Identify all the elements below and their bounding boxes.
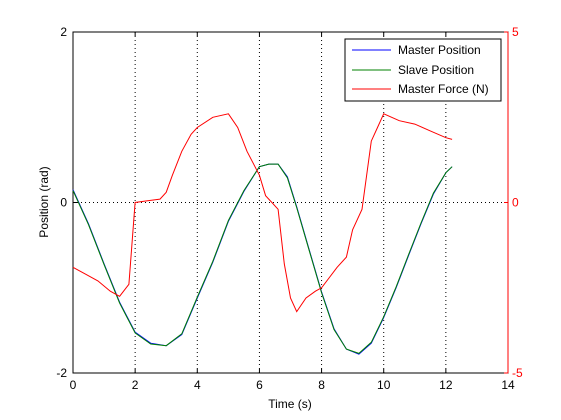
legend-label-master-position: Master Position [398, 43, 481, 57]
right-axis-ticks: -5 0 5 [504, 25, 523, 380]
legend-label-slave-position: Slave Position [398, 63, 474, 77]
x-tick-label: 12 [439, 378, 453, 392]
right-tick-label: 0 [512, 196, 519, 210]
series-line-slave-position [72, 163, 453, 354]
y-axis-label: Position (rad) [37, 166, 51, 237]
legend: Master Position Slave Position Master Fo… [344, 38, 502, 102]
right-tick-label: 5 [512, 25, 519, 39]
series-line-master-force-n [72, 113, 453, 313]
x-tick-label: 0 [70, 378, 77, 392]
y-tick-label: -2 [56, 366, 67, 380]
x-tick-label: 4 [194, 378, 201, 392]
x-tick-label: 6 [256, 378, 263, 392]
x-axis-label: Time (s) [268, 397, 312, 411]
right-tick-label: -5 [512, 366, 523, 380]
x-tick-label: 8 [318, 378, 325, 392]
series-layer [72, 113, 453, 355]
x-tick-label: 14 [501, 378, 515, 392]
x-tick-label: 2 [132, 378, 139, 392]
x-tick-label: 10 [377, 378, 391, 392]
x-axis-ticks: 0 2 4 6 8 10 12 14 [70, 32, 515, 392]
legend-label-master-force: Master Force (N) [398, 82, 489, 96]
y-tick-label: 0 [60, 196, 67, 210]
y-axis-ticks: -2 0 2 [56, 25, 77, 380]
y-tick-label: 2 [60, 25, 67, 39]
